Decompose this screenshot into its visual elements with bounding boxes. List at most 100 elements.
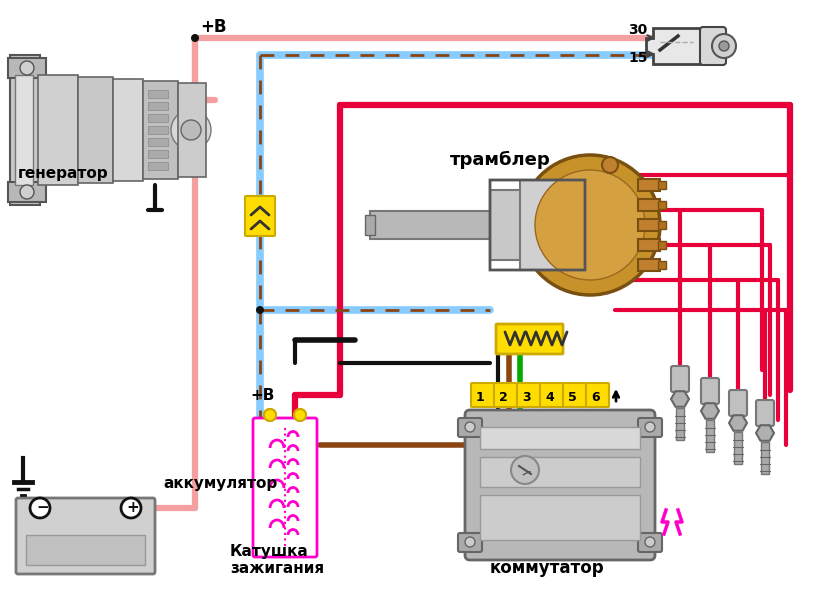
- Text: 6: 6: [591, 391, 600, 404]
- Bar: [113, 79, 143, 181]
- Bar: [143, 81, 178, 179]
- Bar: [490, 190, 525, 260]
- Circle shape: [121, 498, 141, 518]
- Circle shape: [719, 41, 729, 51]
- Bar: [480, 457, 640, 487]
- Bar: [148, 150, 168, 158]
- Bar: [148, 138, 168, 146]
- Bar: [734, 432, 742, 464]
- Text: −: −: [36, 500, 49, 515]
- Bar: [78, 77, 113, 183]
- FancyBboxPatch shape: [586, 383, 609, 407]
- Circle shape: [645, 422, 655, 432]
- Bar: [480, 495, 640, 540]
- FancyBboxPatch shape: [245, 196, 275, 236]
- FancyBboxPatch shape: [16, 498, 155, 574]
- FancyBboxPatch shape: [729, 390, 747, 416]
- FancyBboxPatch shape: [671, 366, 689, 392]
- Circle shape: [171, 110, 211, 150]
- Circle shape: [712, 34, 736, 58]
- Bar: [638, 239, 660, 251]
- Polygon shape: [646, 28, 703, 64]
- FancyBboxPatch shape: [471, 383, 494, 407]
- Bar: [148, 162, 168, 170]
- Circle shape: [294, 409, 306, 421]
- Circle shape: [264, 409, 276, 421]
- FancyBboxPatch shape: [638, 418, 662, 437]
- Bar: [658, 241, 666, 249]
- Bar: [38, 75, 78, 185]
- Text: трамблер: трамблер: [450, 151, 551, 169]
- FancyBboxPatch shape: [756, 400, 774, 426]
- Bar: [658, 181, 666, 189]
- Bar: [638, 179, 660, 191]
- Bar: [10, 55, 40, 205]
- Bar: [480, 427, 640, 449]
- FancyBboxPatch shape: [563, 383, 586, 407]
- Polygon shape: [701, 403, 719, 419]
- Bar: [520, 180, 575, 270]
- Bar: [148, 114, 168, 122]
- FancyBboxPatch shape: [638, 533, 662, 552]
- Circle shape: [181, 120, 201, 140]
- FancyBboxPatch shape: [517, 383, 540, 407]
- FancyBboxPatch shape: [496, 324, 563, 354]
- FancyBboxPatch shape: [700, 27, 726, 65]
- Bar: [8, 58, 46, 78]
- Text: 3: 3: [522, 391, 530, 404]
- Bar: [370, 211, 515, 239]
- Bar: [26, 535, 145, 565]
- Text: +В: +В: [250, 388, 275, 403]
- Text: 2: 2: [499, 391, 507, 404]
- Circle shape: [20, 61, 34, 75]
- Bar: [148, 126, 168, 134]
- Bar: [148, 102, 168, 110]
- Circle shape: [465, 422, 475, 432]
- Bar: [676, 408, 684, 440]
- FancyBboxPatch shape: [458, 418, 482, 437]
- Bar: [565, 185, 585, 265]
- Bar: [658, 201, 666, 209]
- Circle shape: [294, 409, 306, 421]
- Bar: [658, 261, 666, 269]
- Bar: [658, 221, 666, 229]
- Bar: [638, 259, 660, 271]
- Circle shape: [20, 185, 34, 199]
- Text: 1: 1: [476, 391, 484, 404]
- Polygon shape: [671, 391, 689, 407]
- Circle shape: [602, 157, 618, 173]
- Bar: [761, 442, 769, 474]
- FancyBboxPatch shape: [253, 418, 317, 557]
- Circle shape: [645, 537, 655, 547]
- Text: генератор: генератор: [18, 166, 109, 181]
- FancyBboxPatch shape: [701, 378, 719, 404]
- Text: +: +: [126, 500, 139, 515]
- Text: 15: 15: [628, 51, 648, 65]
- Text: +В: +В: [200, 18, 226, 36]
- Bar: [365, 215, 375, 235]
- Circle shape: [520, 155, 660, 295]
- Bar: [15, 75, 33, 185]
- Text: 5: 5: [568, 391, 577, 404]
- Bar: [178, 83, 206, 177]
- FancyBboxPatch shape: [540, 383, 563, 407]
- Text: аккумулятор: аккумулятор: [163, 476, 277, 491]
- Bar: [8, 182, 46, 202]
- Circle shape: [30, 498, 50, 518]
- FancyBboxPatch shape: [465, 410, 655, 560]
- FancyBboxPatch shape: [458, 533, 482, 552]
- Polygon shape: [729, 415, 747, 431]
- Text: Катушка
зажигания: Катушка зажигания: [230, 544, 324, 576]
- Bar: [180, 85, 202, 175]
- Circle shape: [535, 170, 645, 280]
- Circle shape: [264, 409, 276, 421]
- Text: коммутатор: коммутатор: [490, 559, 605, 577]
- Circle shape: [465, 537, 475, 547]
- FancyBboxPatch shape: [494, 383, 517, 407]
- Bar: [148, 90, 168, 98]
- Text: 4: 4: [545, 391, 554, 404]
- Polygon shape: [756, 426, 774, 441]
- Bar: [638, 219, 660, 231]
- Text: 30: 30: [628, 23, 647, 37]
- Circle shape: [191, 34, 199, 42]
